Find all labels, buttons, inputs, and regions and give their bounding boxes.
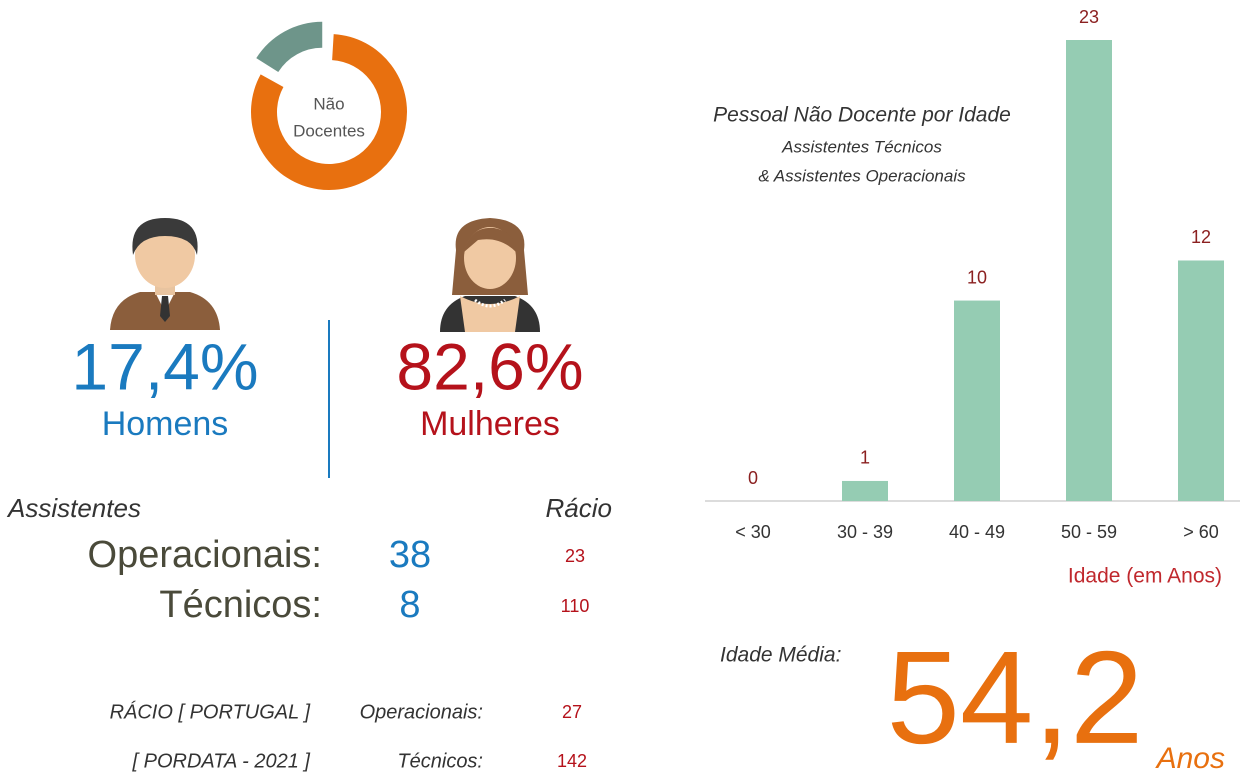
bar-title: Pessoal Não Docente por Idade [713,104,1011,127]
x-tick-label: 50 - 59 [1061,522,1117,542]
bar [842,480,888,501]
x-axis-label: Idade (em Anos) [1068,565,1222,588]
men-label: Homens [102,405,229,443]
avg-unit: Anos [1155,742,1225,774]
donut-slice [256,21,323,73]
men-percent: 17,4% [71,329,258,403]
bar-subtitle: & Assistentes Operacionais [758,166,966,185]
woman-icon [440,218,540,332]
pt-ratio: 27 [562,702,582,722]
pt-label: [ PORDATA - 2021 ] [132,750,311,772]
women-label: Mulheres [420,405,560,443]
assistants-title: Assistentes [6,493,141,523]
bar [1178,260,1224,501]
x-tick-label: 30 - 39 [837,522,893,542]
row-label: Operacionais: [88,534,322,576]
x-tick-label: < 30 [735,522,771,542]
row-count: 38 [389,534,431,576]
donut-slice [250,34,407,191]
avg-value: 54,2 [887,624,1144,771]
row-label: Técnicos: [159,584,322,626]
women-percent: 82,6% [396,329,583,403]
avg-label: Idade Média: [720,644,841,667]
bar-value-label: 0 [748,468,758,488]
bar-value-label: 1 [860,448,870,468]
donut-label: Docentes [293,121,365,140]
pt-ratio: 142 [557,751,587,771]
x-tick-label: > 60 [1183,522,1219,542]
row-ratio: 23 [565,546,585,566]
donut-label: Não [313,94,344,113]
bar-value-label: 10 [967,267,987,287]
x-tick-label: 40 - 49 [949,522,1005,542]
row-count: 8 [399,584,420,626]
pt-label: RÁCIO [ PORTUGAL ] [110,700,311,723]
bar-value-label: 23 [1079,7,1099,27]
pt-label: Técnicos: [397,750,483,772]
bar-subtitle: Assistentes Técnicos [781,137,942,156]
bar [954,300,1000,501]
row-ratio: 110 [561,596,590,616]
pt-label: Operacionais: [360,701,483,723]
bar [1066,40,1112,501]
ratio-header: Rácio [546,493,612,523]
bar-value-label: 12 [1191,227,1211,247]
man-icon [110,218,220,330]
